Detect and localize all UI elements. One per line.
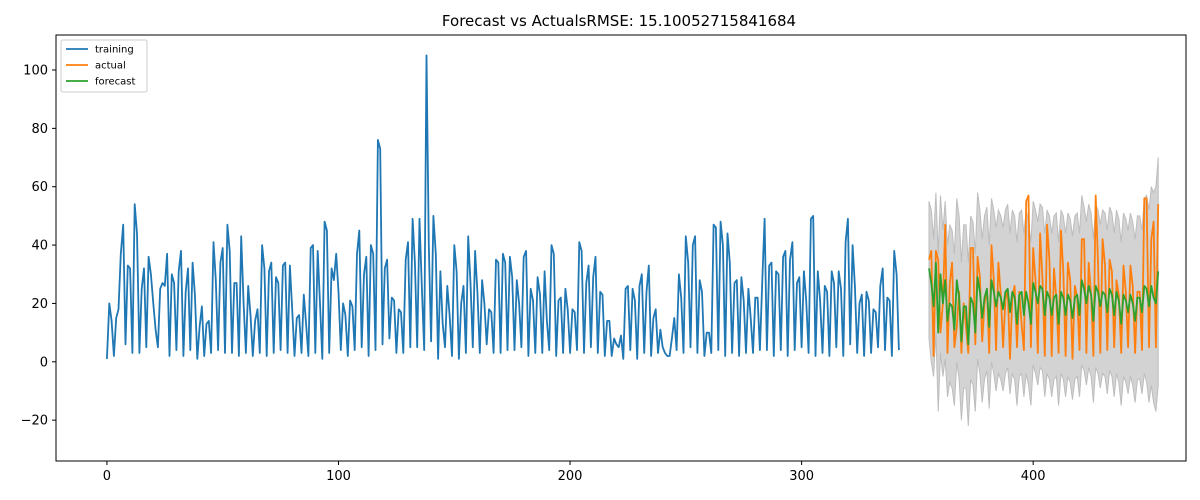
legend: training actual forecast <box>60 39 148 93</box>
legend-label-actual: actual <box>95 61 126 72</box>
legend-box <box>60 39 148 93</box>
y-tick-label: −20 <box>21 414 48 429</box>
y-axis: −20 0 20 40 60 80 100 <box>21 64 56 429</box>
x-tick-label: 300 <box>789 469 814 484</box>
training-line <box>106 54 900 360</box>
plot-frame <box>55 34 1187 462</box>
x-axis: 0 100 200 300 400 <box>103 461 1046 484</box>
plot-area <box>106 54 1160 427</box>
chart-title: Forecast vs ActualsRMSE: 15.100527158416… <box>442 12 796 30</box>
x-tick-label: 200 <box>558 469 583 484</box>
x-tick-label: 0 <box>103 469 111 484</box>
y-tick-label: 20 <box>31 297 48 312</box>
forecast-line <box>928 261 1160 346</box>
y-tick-label: 60 <box>31 180 48 195</box>
x-tick-label: 400 <box>1021 469 1046 484</box>
y-tick-label: 100 <box>23 64 48 79</box>
legend-label-training: training <box>95 45 134 56</box>
legend-label-forecast: forecast <box>95 77 136 88</box>
y-tick-label: 0 <box>40 355 48 370</box>
y-tick-label: 80 <box>31 122 48 137</box>
y-tick-label: 40 <box>31 239 48 254</box>
x-tick-label: 100 <box>326 469 351 484</box>
